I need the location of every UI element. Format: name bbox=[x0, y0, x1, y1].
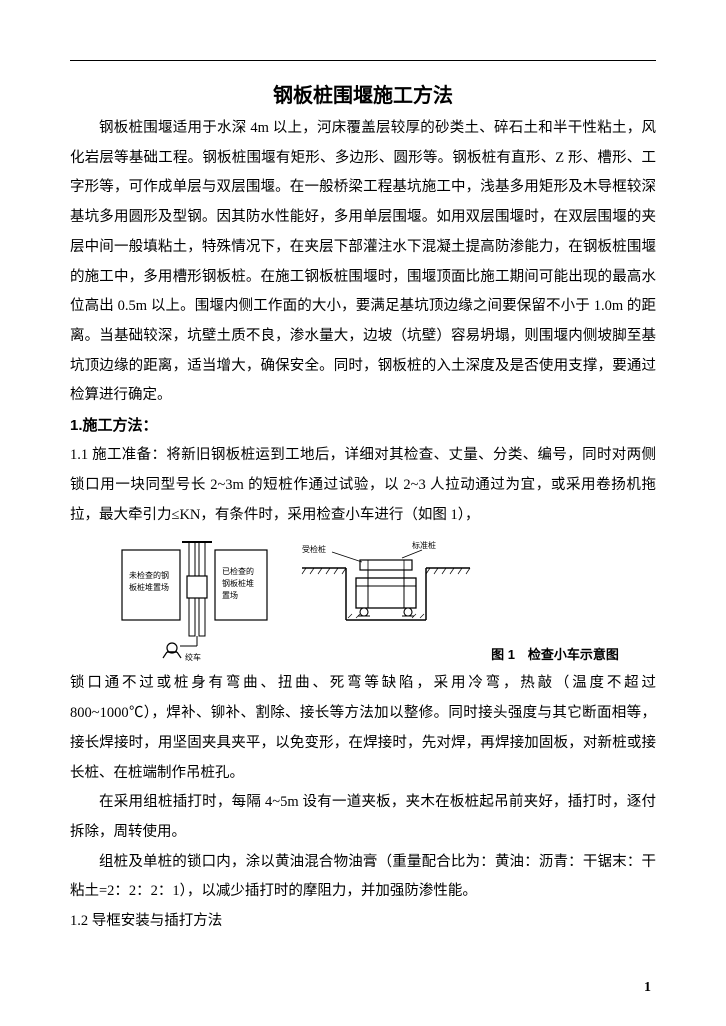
section-1-2: 1.2 导框安装与插打方法 bbox=[70, 907, 656, 937]
right-box-line2: 钢板桩堆 bbox=[222, 578, 254, 588]
right-box-line3: 置场 bbox=[222, 591, 238, 600]
receive-pile-label: 受检桩 bbox=[302, 544, 326, 554]
winch-label: 绞车 bbox=[185, 652, 201, 662]
section-1-heading: 1.施工方法： bbox=[70, 411, 656, 441]
section-1-1: 1.1 施工准备：将新旧钢板桩运到工地后，详细对其检查、丈量、分类、编号，同时对… bbox=[70, 441, 656, 530]
figure-1-caption: 图 1 检查小车示意图 bbox=[491, 644, 619, 663]
left-box-line2: 板桩堆置场 bbox=[129, 582, 169, 592]
page-number: 1 bbox=[644, 980, 651, 996]
para-lock-grease: 组桩及单桩的锁口内，涂以黄油混合物油膏（重量配合比为：黄油：沥青：干锯末：干粘土… bbox=[70, 848, 656, 907]
intro-paragraph: 钢板桩围堰适用于水深 4m 以上，河床覆盖层较厚的砂类土、碎石土和半干性粘土，风… bbox=[70, 114, 656, 411]
right-box-line1: 已检查的 bbox=[222, 566, 254, 576]
figure-1: 未检查的钢 板桩堆置场 已检查的 钢板桩堆 置场 绞车 bbox=[70, 538, 656, 663]
left-box-line1: 未检查的钢 bbox=[129, 570, 169, 580]
figure-1-svg: 未检查的钢 板桩堆置场 已检查的 钢板桩堆 置场 绞车 bbox=[107, 538, 477, 663]
doc-title: 钢板桩围堰施工方法 bbox=[70, 79, 656, 108]
para-after-figure: 锁口通不过或桩身有弯曲、扭曲、死弯等缺陷，采用冷弯，热敲（温度不超过800~10… bbox=[70, 669, 656, 788]
standard-pile-label: 标准桩 bbox=[412, 540, 436, 550]
top-rule bbox=[70, 60, 656, 61]
para-group-piling: 在采用组桩插打时，每隔 4~5m 设有一道夹板，夹木在板桩起吊前夹好，插打时，逐… bbox=[70, 788, 656, 847]
